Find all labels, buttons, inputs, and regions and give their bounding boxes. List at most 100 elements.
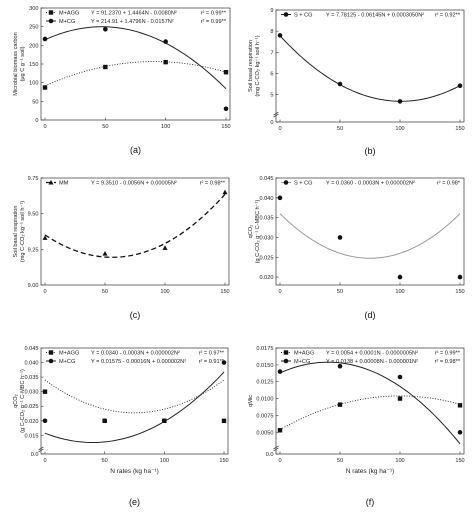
data-point xyxy=(221,360,227,365)
regression-curve xyxy=(44,379,225,414)
data-point xyxy=(163,59,168,65)
data-point xyxy=(223,70,229,75)
plot-frame xyxy=(275,347,465,455)
panel-letter: (e) xyxy=(129,497,140,507)
series-mm: MM Y = 9.3510 - 0.0056N + 0.00005N² r² = 0… xyxy=(42,179,228,258)
x-tick-label: 50 xyxy=(102,458,108,464)
x-tick-label: 100 xyxy=(395,126,404,132)
panel-a: 0 50 100 150 200 250 300 0 50 100 150 Microbial bio… xyxy=(13,6,231,155)
y-tick-label: 0.040 xyxy=(260,196,274,202)
regression-equation: Y = 9.3510 - 0.0056N + 0.00005N² xyxy=(91,181,177,187)
data-point xyxy=(102,418,107,424)
y-tick-label: 0.0150 xyxy=(256,363,273,369)
regression-curve xyxy=(279,35,461,102)
y-tick-label: 0.045 xyxy=(25,346,39,352)
y-tick-label: 0.030 xyxy=(260,235,274,241)
regression-equation: Y = 0.0360 - 0.0003N + 0.000002N² xyxy=(326,181,415,187)
x-tick-label: 0 xyxy=(43,458,46,464)
data-point xyxy=(397,99,403,104)
y-axis-label: qCO₂ xyxy=(248,225,254,239)
panel-b: 0 5 6 7 8 9 0 50 100 150 Soil basal respiration (mg… xyxy=(248,8,465,156)
x-tick-label: 100 xyxy=(160,458,169,464)
regression-curve xyxy=(44,26,227,90)
r-squared: r² = 0.97** xyxy=(199,351,225,357)
panel-c: 9.00 9.25 9.50 9.75 0 50 100 150 Soil basal resp… xyxy=(13,176,230,320)
x-tick-label: 50 xyxy=(102,289,108,295)
panel-letter: (b) xyxy=(365,146,376,156)
regression-curve xyxy=(44,193,226,258)
y-tick-label: 300 xyxy=(29,6,38,12)
data-point xyxy=(162,418,167,424)
y-tick-label: 0.020 xyxy=(25,419,39,425)
legend-label: M+AGG xyxy=(59,351,79,357)
y-tick-label: 9.75 xyxy=(28,176,39,182)
regression-curve xyxy=(279,395,461,431)
x-tick-label: 100 xyxy=(395,458,404,464)
data-point xyxy=(277,369,283,374)
x-tick-label: 100 xyxy=(395,289,404,295)
data-point xyxy=(277,428,283,433)
regression-equation: Y = 0.01575 - 0.00016N + 0.000002N² xyxy=(91,359,186,365)
x-tick-label: 0 xyxy=(43,289,46,295)
r-squared: r² = 0.99** xyxy=(201,19,227,25)
x-tick-label: 0 xyxy=(278,458,281,464)
regression-equation: Y = 214.91 + 1.4796N - 0.0157N² xyxy=(91,19,174,25)
data-point xyxy=(397,396,403,401)
r-squared: r² = 0.99** xyxy=(201,11,227,17)
data-point xyxy=(337,402,343,407)
regression-curve xyxy=(279,213,461,259)
plot-frame xyxy=(40,177,230,286)
y-tick-label: 0.015 xyxy=(25,433,39,439)
y-tick-label: 7 xyxy=(270,50,273,56)
plot-frame xyxy=(275,9,465,123)
data-point xyxy=(222,189,228,195)
x-tick-label: 50 xyxy=(102,124,108,130)
panel-f: 0.0 0.0050 0.0075 0.0100 0.0125 0.0150 0.0175 0… xyxy=(248,346,465,507)
legend-marker xyxy=(283,180,289,185)
regression-equation: Y = 0.0340 - 0.0003N + 0.000002N² xyxy=(91,351,180,357)
data-point xyxy=(337,235,343,240)
y-tick-label: 100 xyxy=(29,81,38,87)
y-tick-label: 9 xyxy=(270,8,273,14)
legend-label: M+CG xyxy=(59,19,75,25)
data-point xyxy=(397,374,403,380)
data-point xyxy=(102,251,108,256)
y-axis-unit-label: (g C-CO₂ g⁻¹ C-MBC h⁻¹) xyxy=(20,369,26,433)
regression-equation: Y = 91.2370 + 1.4464N - 0.0080N² xyxy=(91,11,177,17)
axis-break xyxy=(273,445,279,452)
data-point xyxy=(337,363,343,369)
y-tick-label: 5 xyxy=(270,93,273,99)
y-axis-label: Soil basal respiration xyxy=(248,40,254,92)
x-tick-label: 0 xyxy=(278,126,281,132)
y-tick-label: 0 xyxy=(270,120,273,126)
y-tick-label: 0.0050 xyxy=(256,430,273,436)
legend-marker xyxy=(48,179,54,185)
y-axis-unit-label: (mg C-CO₂ kg⁻¹ soil h⁻¹) xyxy=(20,201,26,262)
x-tick-label: 100 xyxy=(160,289,169,295)
data-point xyxy=(337,81,343,87)
r-squared: r² = 0.98** xyxy=(435,359,461,365)
panel-e: 0.0 0.015 0.020 0.025 0.030 0.035 0.040 0.045 0 5… xyxy=(13,346,229,507)
data-point xyxy=(457,274,463,280)
r-squared: r² = 0.99** xyxy=(435,351,461,357)
y-tick-label: 6 xyxy=(270,71,273,77)
regression-curve xyxy=(279,361,461,445)
data-point xyxy=(42,418,48,424)
x-tick-label: 150 xyxy=(455,126,464,132)
y-axis-label: qMic xyxy=(248,395,254,407)
plot-frame xyxy=(275,177,465,286)
regression-curve xyxy=(44,61,227,87)
data-point xyxy=(277,195,283,201)
regression-curve xyxy=(44,371,225,444)
y-axis-unit-label: (μg C g⁻¹ soil) xyxy=(20,46,26,81)
x-tick-label: 150 xyxy=(455,458,464,464)
y-tick-label: 0.035 xyxy=(25,375,39,381)
axis-break xyxy=(273,111,279,118)
y-tick-label: 8 xyxy=(270,29,273,35)
legend-marker xyxy=(48,358,54,364)
data-point xyxy=(42,85,48,90)
series-s-cg: S + CG Y = 0.0360 - 0.0003N + 0.000002N² r… xyxy=(277,180,463,280)
y-axis-unit-label: (mg C-CO₂ kg⁻¹ soil h⁻¹) xyxy=(255,35,261,96)
y-tick-label: 0.0 xyxy=(31,452,39,458)
y-tick-label: 0.035 xyxy=(260,216,274,222)
